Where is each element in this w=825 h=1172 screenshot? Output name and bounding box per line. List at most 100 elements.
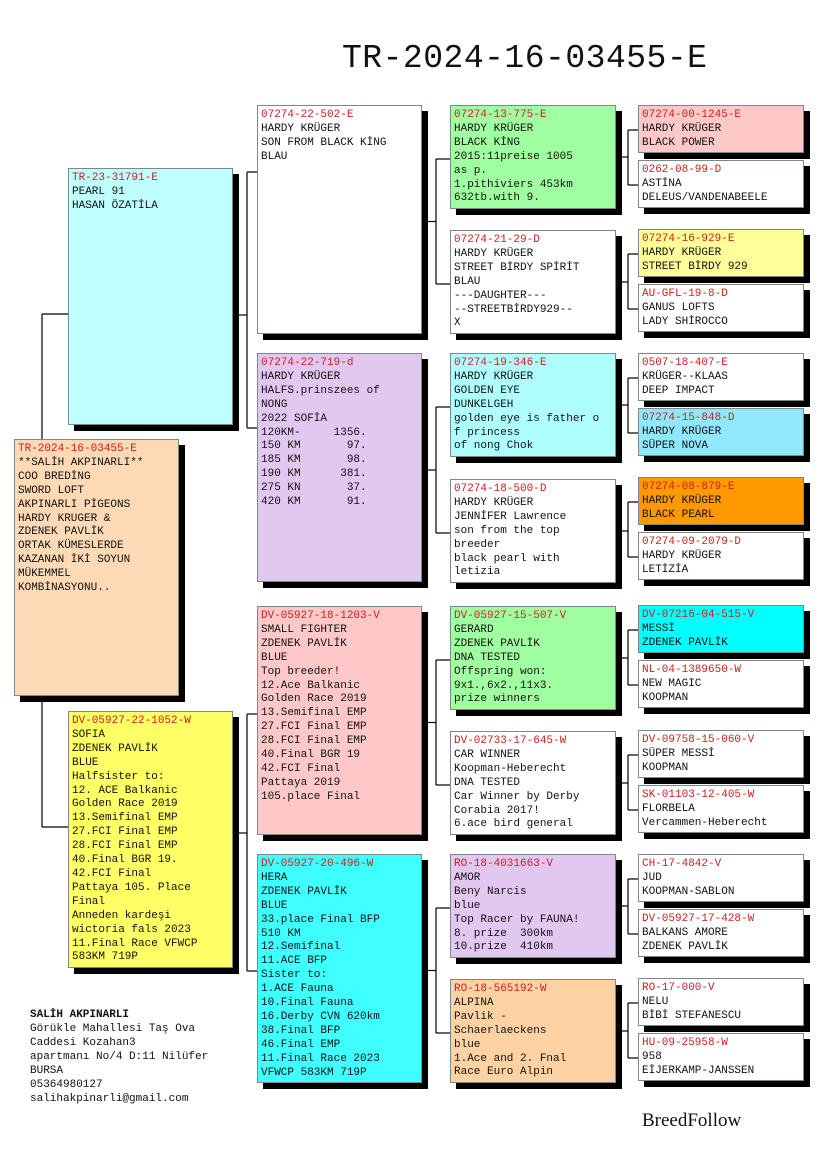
card-line: HARDY KRÜGER <box>454 370 534 383</box>
ring-number: 07274-19-346-E <box>454 357 547 369</box>
card-line: breeder <box>454 538 501 551</box>
card-line: ZDENEK PAVLİK <box>454 637 540 650</box>
ring-number: DV-07216-04-515-V <box>642 609 755 621</box>
gen4-card: CH-17-4842-V JUD KOOPMAN-SABLON <box>638 854 804 902</box>
card-line: 1.ACE Fauna <box>261 983 334 996</box>
card-line: blue <box>454 1038 481 1051</box>
card-line: 10.Final Fauna <box>261 997 354 1010</box>
card-line: 40.Final BGR 19. <box>72 854 178 867</box>
card-line: AKPINARLI PİGEONS <box>18 498 131 511</box>
card-line: 2022 SOFİA <box>261 412 328 425</box>
owner-email: salihakpinarli@gmail.com <box>30 1093 189 1105</box>
card-line: 42.FCI Final <box>261 762 341 775</box>
dam-card: DV-05927-22-1052-W SOFIA ZDENEK PAVLİK BLUE… <box>68 711 233 968</box>
card-line: 1.pithiviers 453km <box>454 178 573 191</box>
card-line: STREET BİRDY 929 <box>642 260 748 273</box>
owner-name: SALİH AKPINARLI <box>30 1009 130 1021</box>
ring-number: RO-18-4031663-V <box>454 858 554 870</box>
card-line: 12.Ace Balkanic <box>261 679 361 692</box>
card-line: of nong Chok <box>454 440 534 453</box>
card-line: son from the top <box>454 524 560 537</box>
card-line: 9x1.,6x2.,11x3. <box>454 679 554 692</box>
card-line: 510 KM <box>261 927 301 940</box>
card-line: 632tb.with 9. <box>454 192 540 205</box>
card-line: Pavlik - <box>454 1010 507 1023</box>
card-line: Halfsister to: <box>72 770 165 783</box>
ring-number: 07274-22-502-E <box>261 109 354 121</box>
card-line: BLAU <box>454 275 481 288</box>
gen4-card: RO-17-000-V NELU BİBİ STEFANESCU <box>638 978 804 1026</box>
gen3-card: 07274-18-500-D HARDY KRÜGER JENNİFER Lawre… <box>450 479 616 583</box>
card-line: KOOPMAN-SABLON <box>642 885 735 898</box>
card-line: HARDY KRÜGER <box>261 122 341 135</box>
card-line: HARDY KRÜGER <box>454 122 534 135</box>
gen2-card: 07274-22-719-d HARDY KRÜGER HALFS.prinszee… <box>257 353 422 582</box>
card-line: NELU <box>642 995 669 1008</box>
card-line: Vercammen-Heberecht <box>642 816 768 829</box>
gen4-card: 07274-15-848-D HARDY KRÜGER SÜPER NOVA <box>638 408 804 456</box>
card-line: HARDY KRÜGER <box>642 122 722 135</box>
card-line: BİBİ STEFANESCU <box>642 1009 742 1022</box>
pedigree-title: TR-2024-16-03455-E <box>342 40 708 77</box>
card-line: SMALL FIGHTER <box>261 623 347 636</box>
card-line: 16.Derby CVN 620km <box>261 1010 380 1023</box>
card-line: SON FROM BLACK KİNG <box>261 136 387 149</box>
card-line: ZDENEK PAVLİK <box>18 526 104 539</box>
card-line: HARDY KRÜGER <box>642 425 722 438</box>
card-line: BALKANS AMORE <box>642 926 728 939</box>
card-line: HARDY KRÜGER <box>454 496 534 509</box>
card-line: VFWCP 583KM 719P <box>261 1066 367 1079</box>
card-line: Top Racer by FAUNA! <box>454 913 580 926</box>
card-line: SÜPER MESSİ <box>642 747 715 760</box>
card-line: 6.ace bird general <box>454 818 573 831</box>
ring-number: RO-18-565192-W <box>454 983 547 995</box>
gen4-card: 07274-08-879-E HARDY KRÜGER BLACK PEARL <box>638 477 804 525</box>
gen4-card: 07274-16-929-E HARDY KRÜGER STREET BİRDY 9… <box>638 229 804 277</box>
card-line: HARDY KRÜGER <box>454 247 534 260</box>
card-line: 958 <box>642 1050 662 1063</box>
card-line: Car Winner by Derby <box>454 790 580 803</box>
card-line: GANUS LOFTS <box>642 301 715 314</box>
card-line: 12.Semifinal <box>261 941 341 954</box>
card-line: JUD <box>642 871 662 884</box>
card-line: Schaerlaeckens <box>454 1024 547 1037</box>
ring-number: 07274-18-500-D <box>454 483 547 495</box>
card-line: HERA <box>261 871 288 884</box>
card-line: CAR WINNER <box>454 748 521 761</box>
gen4-card: NL-04-1389650-W NEW MAGIC KOOPMAN <box>638 660 804 708</box>
ring-number: HU-09-25958-W <box>642 1037 728 1049</box>
card-line: SÜPER NOVA <box>642 439 709 452</box>
card-line: --STREETBİRDY929-- <box>454 303 573 316</box>
gen4-card: 07274-09-2079-D HARDY KRÜGER LETİZİA <box>638 532 804 580</box>
card-line: BLUE <box>261 651 288 664</box>
card-line: MESSİ <box>642 622 676 635</box>
card-line: black pearl with <box>454 552 560 565</box>
card-line: STREET BİRDY SPİRİT <box>454 261 580 274</box>
card-line: GOLDEN EYE <box>454 384 521 397</box>
card-line: 27.FCI Final EMP <box>72 826 178 839</box>
ring-number: DV-09758-15-060-V <box>642 734 755 746</box>
card-line: ZDENEK PAVLİK <box>72 742 158 755</box>
card-line: SOFIA <box>72 728 106 741</box>
gen4-card: HU-09-25958-W 958 EİJERKAMP-JANSSEN <box>638 1033 804 1081</box>
card-line: 8. prize 300km <box>454 927 554 940</box>
card-line: ASTİNA <box>642 177 682 190</box>
card-line: AMOR <box>454 871 481 884</box>
ring-number: SK-01103-12-405-W <box>642 789 755 801</box>
owner-address-line: apartmanı No/4 D:11 Nilüfer <box>30 1051 209 1063</box>
card-line: FLORBELA <box>642 802 695 815</box>
card-line: blue <box>454 899 481 912</box>
card-line: KAZANAN İKİ SOYUN <box>18 554 131 567</box>
card-line: 11.ACE BFP <box>261 955 328 968</box>
card-line: 105.place Final <box>261 790 361 803</box>
card-line: Koopman-Heberecht <box>454 762 567 775</box>
card-line: **SALİH AKPINARLI** <box>18 456 144 469</box>
card-line: BLACK PEARL <box>642 508 715 521</box>
card-line: 190 KM 381. <box>261 468 367 481</box>
card-line: 150 KM 97. <box>261 440 367 453</box>
ring-number: 07274-15-848-D <box>642 412 735 424</box>
card-line: 28.FCI Final EMP <box>72 840 178 853</box>
card-line: wictoria fals 2023 <box>72 923 191 936</box>
card-line: 275 KN 37. <box>261 482 367 495</box>
card-line: Pattaya 2019 <box>261 776 341 789</box>
